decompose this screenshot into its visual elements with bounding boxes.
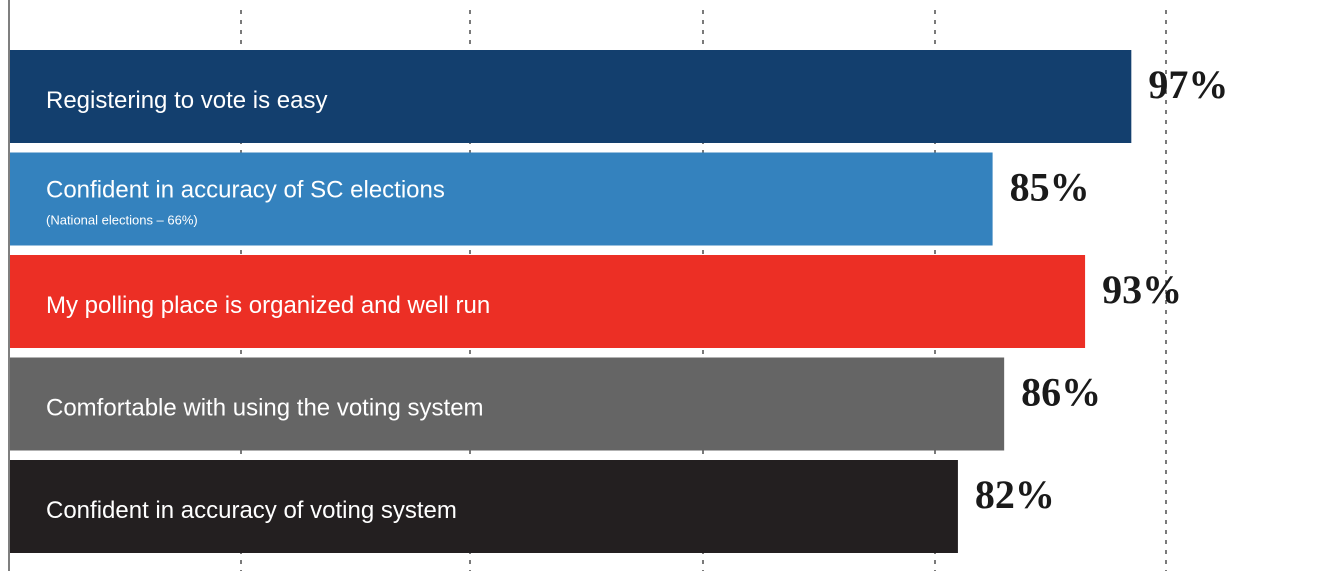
- bar-label: Registering to vote is easy: [46, 87, 327, 114]
- bars-group: Registering to vote is easy 97% Confident …: [10, 50, 1228, 553]
- bar-label: My polling place is organized and well r…: [46, 292, 490, 319]
- bar: [10, 460, 958, 553]
- bar: [10, 357, 1005, 451]
- value-label: 93%: [1102, 267, 1182, 312]
- bar-label: Comfortable with using the voting system: [46, 395, 484, 422]
- value-label: 85%: [1010, 165, 1090, 210]
- value-label: 86%: [1021, 370, 1101, 415]
- bar-sublabel: (National elections – 66%): [46, 213, 198, 228]
- bar-label: Confident in accuracy of SC elections: [46, 177, 445, 204]
- bar: [10, 255, 1086, 348]
- bar: [10, 50, 1132, 143]
- value-label: 97%: [1148, 62, 1228, 107]
- bar-label: Confident in accuracy of voting system: [46, 497, 457, 524]
- bar: [10, 152, 993, 246]
- value-label: 82%: [975, 472, 1055, 517]
